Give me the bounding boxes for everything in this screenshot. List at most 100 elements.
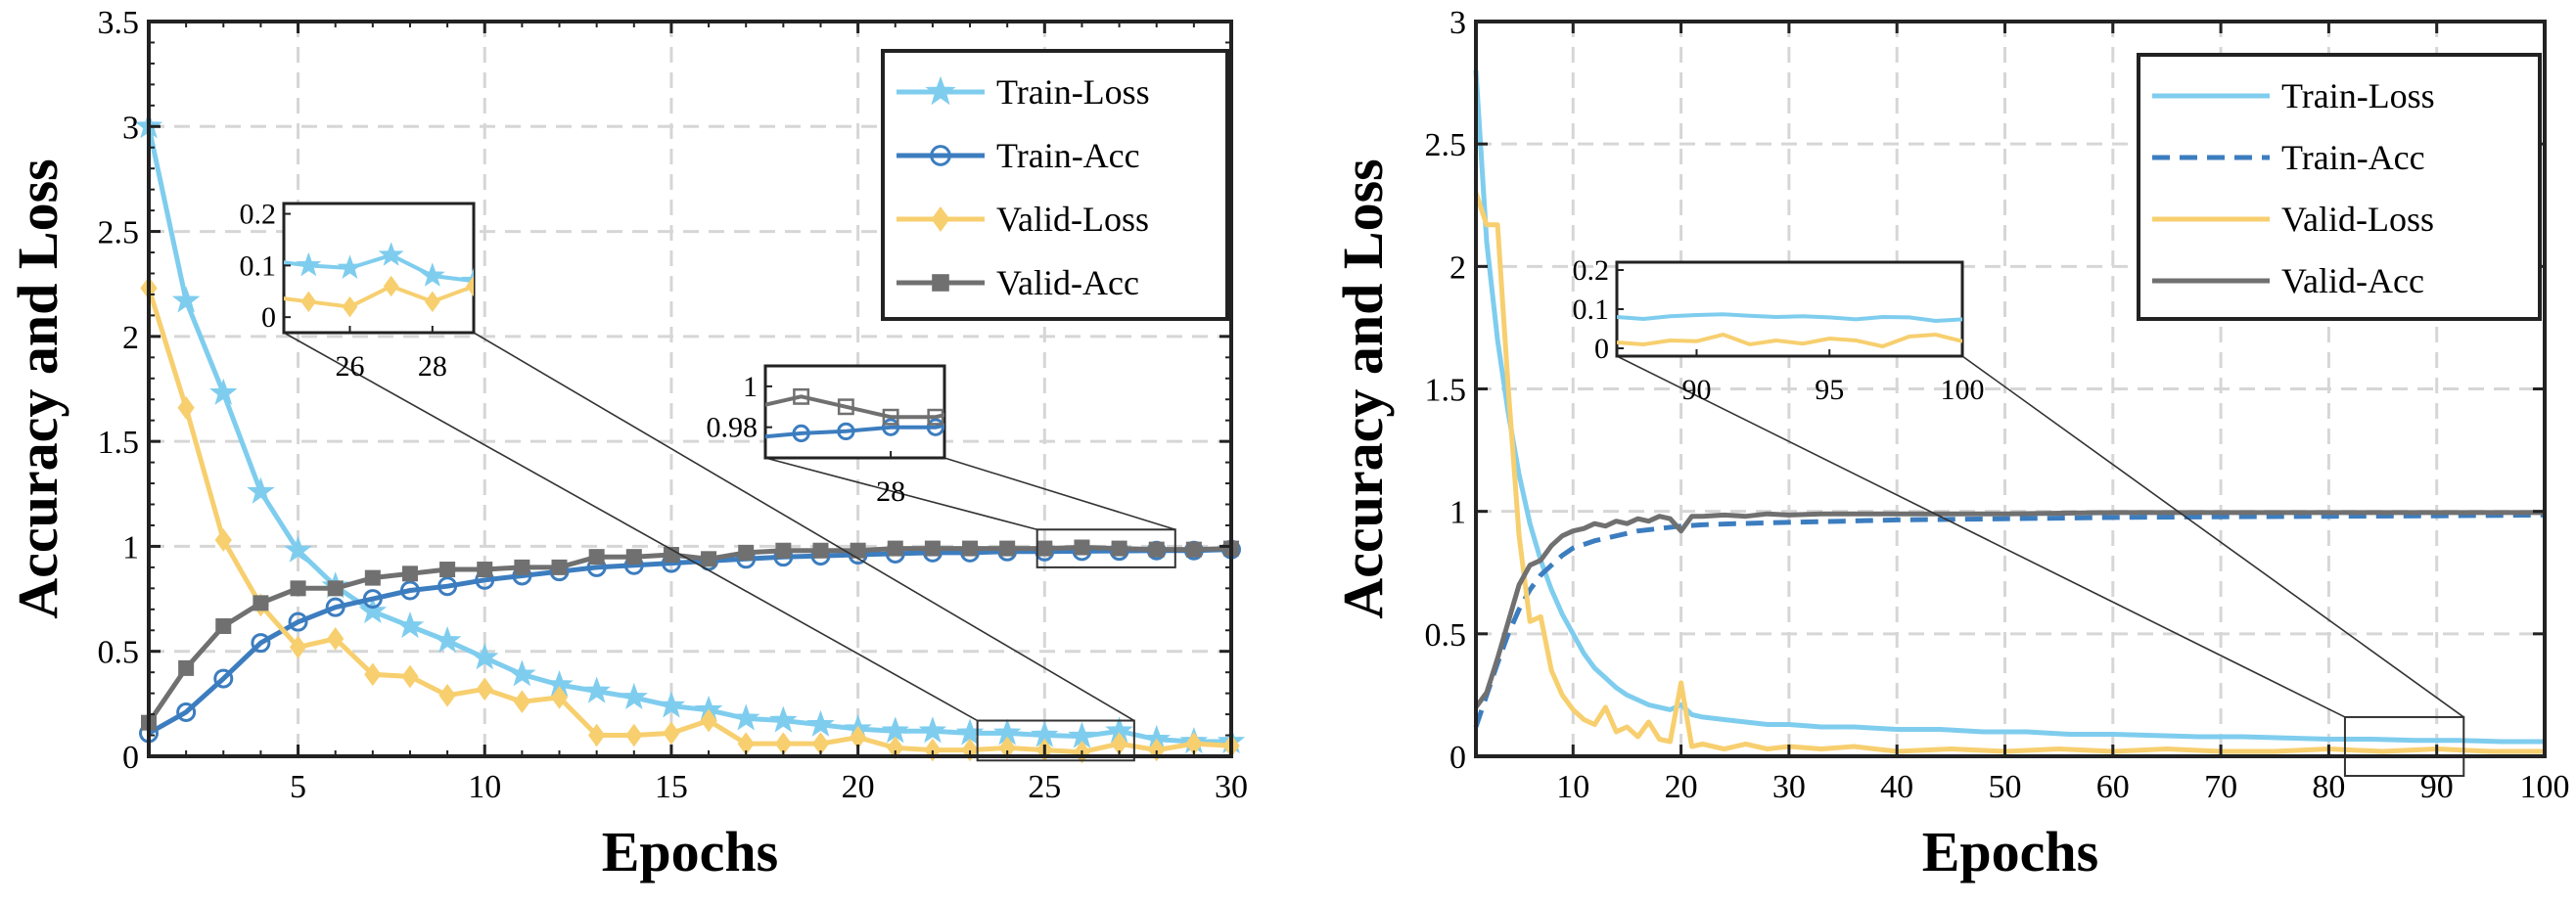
tick-marks (1476, 20, 2547, 758)
zoom-connector (1961, 355, 2464, 718)
x-tick-label: 90 (2420, 769, 2454, 805)
y-tick-label: 0.5 (98, 635, 140, 671)
data-point-valid-acc (775, 542, 792, 559)
inset-point-valid-loss (425, 291, 440, 313)
zoom-connector (943, 457, 1176, 531)
data-point-train-loss (620, 682, 649, 710)
data-point-valid-acc (738, 544, 755, 561)
data-point-train-loss (508, 659, 536, 687)
inset-point-valid-loss (466, 275, 474, 297)
inset-point-train-acc (973, 410, 988, 425)
x-tick-label: 20 (842, 769, 875, 805)
x-tick-label: 10 (468, 769, 501, 805)
legend-label: Train-Acc (996, 136, 1140, 175)
data-point-valid-acc (1036, 540, 1053, 557)
inset-y-tick-label: 0.2 (240, 199, 277, 231)
data-point-valid-acc (588, 549, 605, 566)
y-tick-label: 1 (1449, 495, 1466, 531)
inset-point-valid-acc (837, 398, 854, 416)
data-point-valid-acc (477, 562, 493, 578)
zoom-region-box (2343, 715, 2465, 778)
tick-marks (148, 20, 1233, 758)
x-tick-label: 100 (2520, 769, 2570, 805)
zoom-connector (1616, 355, 2346, 718)
data-point-valid-acc (290, 580, 306, 597)
zoom-connector (764, 457, 1037, 531)
legend: Train-Loss Train-Acc Valid-Loss Valid-Acc (881, 49, 1229, 321)
data-point-valid-acc (401, 566, 418, 582)
data-point-train-loss (731, 703, 760, 731)
data-point-valid-loss (998, 736, 1016, 760)
zoom-connector (473, 332, 1135, 722)
data-point-valid-acc (1185, 541, 1202, 558)
data-point-valid-loss (438, 683, 456, 707)
inset-point-train-loss (504, 269, 527, 291)
x-tick-label: 80 (2312, 769, 2345, 805)
legend: Train-Loss Train-Acc Valid-Loss Valid-Acc (2137, 53, 2542, 321)
legend-marker (925, 75, 956, 106)
data-point-valid-loss (625, 723, 643, 747)
data-point-valid-acc (327, 580, 344, 597)
y-tick-labels: 0 0.5 1 1.5 2 2.5 3 3.5 (98, 5, 140, 776)
inset-y-tick-label: 0.98 (707, 412, 759, 444)
zoom-boxes (283, 332, 1176, 762)
data-point-valid-loss (327, 626, 345, 651)
legend-box (2137, 53, 2542, 321)
data-point-valid-acc (924, 540, 941, 557)
inset-point-train-loss (419, 262, 445, 287)
y-tick-label: 0.5 (1425, 617, 1467, 654)
x-tick-label: 10 (1556, 769, 1589, 805)
y-tick-labels: 0 0.5 1 1.5 2 2.5 3 (1425, 5, 1467, 776)
x-axis-label: Epochs (602, 820, 779, 883)
x-tick-label: 70 (2204, 769, 2237, 805)
zoom-boxes (1616, 355, 2465, 778)
inset-point-train-acc (837, 422, 855, 440)
data-point-train-loss (358, 596, 388, 624)
x-axis-label: Epochs (1922, 820, 2099, 883)
inset-point-valid-acc (793, 387, 810, 405)
data-point-valid-acc (1111, 540, 1127, 557)
x-tick-label: 20 (1665, 769, 1698, 805)
data-point-train-loss (657, 691, 686, 718)
data-point-train-loss (284, 535, 312, 563)
x-tick-label: 15 (655, 769, 688, 805)
inset-frame (763, 364, 946, 460)
data-point-valid-acc (364, 569, 381, 586)
zoom-connector (283, 332, 979, 722)
inset-point-train-loss (337, 254, 363, 280)
inset-point-train-acc (881, 418, 900, 436)
y-axis-label: Accuracy and Loss (6, 158, 69, 618)
data-point-train-acc (213, 668, 234, 689)
y-tick-label: 2.5 (98, 215, 140, 251)
data-point-train-loss (433, 626, 462, 654)
inset-y-tick-label: 0 (1594, 333, 1609, 365)
x-tick-label: 30 (1772, 769, 1806, 805)
data-point-valid-acc (178, 659, 195, 676)
inset-plot (284, 242, 527, 318)
data-point-valid-acc (850, 542, 866, 559)
inset-point-train-acc (926, 418, 944, 436)
y-tick-label: 2 (122, 320, 139, 356)
inset-y-tick-label: 0 (261, 301, 276, 334)
zoom-region-box (1035, 528, 1176, 568)
data-point-valid-acc (514, 559, 530, 575)
inset-point-train-loss (378, 242, 404, 266)
y-tick-label: 3 (122, 110, 139, 146)
insets: 0 0.1 0.2 90 95 100 (1573, 254, 1985, 406)
data-point-valid-acc (962, 540, 979, 557)
data-point-valid-acc (551, 559, 568, 575)
data-point-train-loss (918, 716, 947, 744)
x-tick-label: 25 (1028, 769, 1061, 805)
y-tick-label: 2.5 (1425, 127, 1467, 163)
data-point-train-loss (208, 378, 238, 405)
data-point-valid-loss (663, 721, 680, 746)
inset-y-tick-label: 0.1 (1573, 294, 1610, 326)
data-point-train-loss (395, 611, 425, 639)
chart-left: 00.511.522.533.5 5 10 15 20 25 30 Epochs Accu… (6, 5, 1248, 883)
inset-point-valid-loss (300, 291, 317, 313)
x-tick-label: 5 (290, 769, 306, 805)
inset-x-tick-label: 100 (1941, 374, 1985, 406)
insets: 0 0.1 0.2 26 28 0.98 1 28 (240, 199, 988, 508)
inset-point-valid-loss (342, 295, 358, 318)
inset-plot (1617, 312, 1962, 349)
